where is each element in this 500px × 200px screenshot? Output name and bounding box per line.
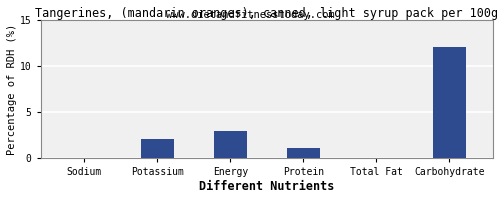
Bar xyxy=(141,139,174,158)
X-axis label: Different Nutrients: Different Nutrients xyxy=(199,180,334,193)
Title: Tangerines, (mandarin oranges), canned, light syrup pack per 100g: Tangerines, (mandarin oranges), canned, … xyxy=(35,7,498,20)
Y-axis label: Percentage of RDH (%): Percentage of RDH (%) xyxy=(7,23,17,155)
Bar xyxy=(287,148,320,158)
Bar xyxy=(214,131,246,158)
Text: www.dietandfitnesstoday.com: www.dietandfitnesstoday.com xyxy=(166,10,334,20)
Bar xyxy=(433,47,466,158)
